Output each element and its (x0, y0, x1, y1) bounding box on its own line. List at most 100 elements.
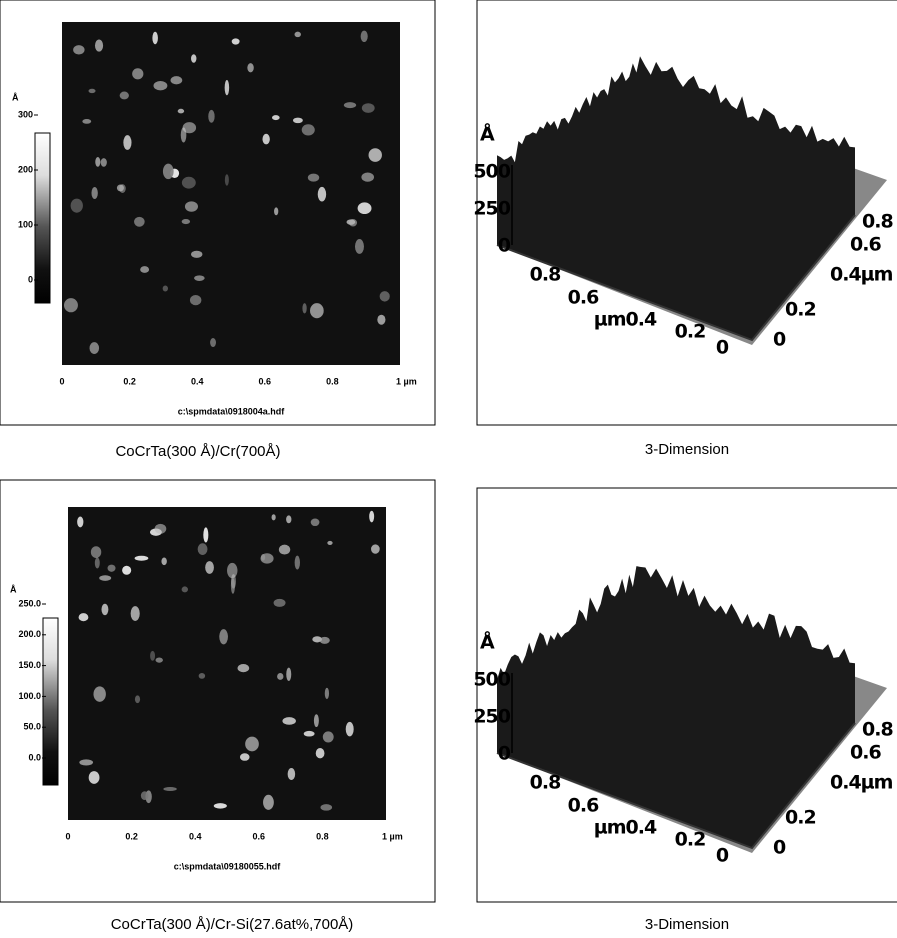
x-label: 0.6 (568, 795, 599, 817)
grain (287, 768, 296, 780)
z-unit: Å (480, 630, 495, 654)
grain (88, 88, 96, 94)
grain (286, 667, 292, 681)
grain (312, 636, 322, 643)
x-label: 0.2 (675, 321, 706, 343)
grain (63, 298, 78, 313)
scale-label: 250.0 (18, 598, 41, 608)
grain (88, 771, 100, 784)
grain (272, 115, 280, 121)
z-label: 250 (473, 706, 510, 728)
y-label: 0 (773, 837, 786, 859)
grain (205, 561, 214, 574)
grain (273, 598, 286, 607)
grain (310, 303, 324, 319)
grain (123, 135, 132, 150)
x-label: 0.6 (253, 831, 266, 841)
scale-label: 0 (28, 274, 33, 284)
x-label: 0.8 (316, 831, 329, 841)
x-label: 0.8 (530, 264, 561, 286)
grain (263, 794, 274, 810)
grain (317, 186, 327, 202)
grain (153, 81, 168, 91)
grain (278, 544, 291, 555)
grain (303, 730, 315, 737)
grain (247, 63, 254, 73)
grain (181, 219, 191, 225)
grain (134, 555, 149, 561)
grain (357, 202, 372, 215)
x-label: 0 (59, 376, 64, 386)
grain (282, 717, 296, 725)
afm-image (68, 507, 386, 820)
x-label: 0.4 (189, 831, 202, 841)
grain (301, 124, 315, 136)
grain (369, 510, 375, 523)
grain (371, 544, 380, 554)
grain (346, 219, 356, 225)
grain (116, 184, 124, 192)
x-label: 0.2 (675, 829, 706, 851)
grain (361, 103, 375, 113)
caption: 3-Dimension (645, 441, 729, 458)
grain (320, 804, 333, 811)
panel-frame (476, 0, 897, 426)
y-label: 0.8 (862, 719, 893, 741)
panel-frame (0, 479, 436, 903)
grain (203, 527, 209, 543)
grain (210, 337, 216, 348)
grain (162, 285, 169, 292)
file-name: c:\spmdata\09180055.hdf (174, 861, 282, 871)
x-label: µm0.4 (594, 817, 657, 839)
grain (73, 45, 85, 55)
grain (324, 687, 330, 700)
x-label: 0.2 (123, 376, 136, 386)
grain (170, 76, 183, 85)
y-label: 0 (773, 329, 786, 351)
grain (163, 786, 177, 792)
x-label: 0 (65, 831, 70, 841)
z-label: 500 (473, 161, 510, 183)
grain (191, 250, 203, 258)
grain (181, 586, 189, 593)
grain (368, 148, 382, 162)
grain (315, 747, 325, 759)
scale-label: 150.0 (18, 660, 41, 670)
grain (184, 201, 198, 212)
caption: CoCrTa(300 Å)/Cr-Si(27.6at%,700Å) (111, 916, 354, 933)
grain (294, 31, 301, 38)
scale-label: 300 (18, 109, 33, 119)
surface (497, 566, 855, 848)
scale-label: 200 (18, 164, 33, 174)
file-name: c:\spmdata\0918004a.hdf (178, 406, 286, 416)
grain (132, 68, 144, 80)
afm-image (62, 22, 400, 365)
grain (310, 518, 320, 527)
grain (307, 173, 320, 182)
grain (322, 731, 334, 743)
grain (122, 565, 132, 575)
grain (360, 30, 368, 42)
grain (260, 554, 266, 561)
front-edge (496, 214, 856, 342)
grain (208, 109, 215, 123)
colorbar (42, 617, 59, 786)
y-label: 0.8 (862, 211, 893, 233)
panel-frame (0, 0, 436, 426)
grain (91, 186, 98, 200)
grain (119, 91, 129, 100)
scale-label: 100 (18, 219, 33, 229)
grain (79, 759, 94, 766)
x-label: 0.6 (259, 376, 272, 386)
grain (140, 791, 149, 801)
grain (77, 516, 84, 528)
grain (155, 657, 163, 663)
grain (191, 54, 197, 63)
grain (239, 753, 250, 761)
y-label: 0.2 (785, 299, 816, 321)
grain (182, 122, 197, 134)
caption: 3-Dimension (645, 916, 729, 933)
grain (162, 163, 174, 180)
grain (70, 198, 83, 213)
